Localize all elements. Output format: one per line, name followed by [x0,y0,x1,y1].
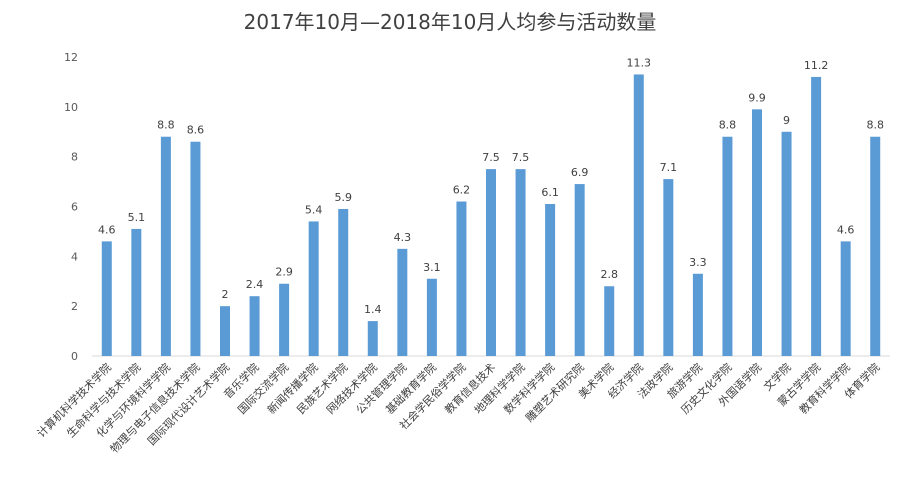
y-tick-label: 8 [71,151,78,164]
data-label: 9 [783,114,790,127]
bar [220,306,230,356]
data-label: 4.6 [98,223,116,236]
data-label: 11.3 [627,56,652,69]
bar [604,286,615,356]
data-label: 2.8 [600,268,618,281]
data-label: 5.9 [334,191,352,204]
bar [367,321,378,356]
bar [722,136,733,356]
bar [811,76,822,356]
data-label: 6.9 [571,166,589,179]
data-label: 6.2 [453,184,471,197]
bar [752,109,762,356]
data-label: 8.8 [866,119,884,132]
bar [456,201,467,356]
y-tick-label: 10 [64,101,78,114]
data-label: 7.5 [512,151,530,164]
y-tick-label: 0 [71,350,78,363]
bar [840,241,851,356]
bar [279,283,290,356]
bar [308,221,319,356]
bar [426,278,437,356]
bar [338,208,349,356]
y-tick-label: 2 [71,300,78,313]
data-label: 2.4 [246,278,264,291]
data-label: 3.1 [423,261,441,274]
bar [545,204,556,356]
data-label: 7.1 [660,161,678,174]
bar [781,131,792,356]
bar [160,136,171,356]
bar [131,228,142,356]
data-label: 5.4 [305,203,323,216]
y-tick-label: 12 [64,51,78,64]
data-label: 4.3 [394,231,412,244]
bar [249,296,260,356]
bar [190,141,201,356]
data-label: 1.4 [364,303,382,316]
bar [574,184,585,356]
data-label: 2 [222,288,229,301]
data-label: 2.9 [275,266,293,279]
y-tick-label: 6 [71,201,78,214]
y-tick-label: 4 [71,250,78,263]
data-label: 4.6 [837,223,855,236]
data-label: 6.1 [541,186,559,199]
bar [633,74,644,357]
data-label: 8.8 [719,119,737,132]
data-label: 11.2 [804,59,829,72]
data-label: 5.1 [128,211,146,224]
data-label: 7.5 [482,151,500,164]
bar [692,273,703,356]
data-label: 3.3 [689,256,707,269]
chart-title: 2017年10月—2018年10月人均参与活动数量 [243,10,657,34]
bar [101,241,112,356]
data-label: 9.9 [748,91,766,104]
bar [515,169,526,356]
bar [397,248,408,356]
data-label: 8.8 [157,119,175,132]
bar [663,179,674,356]
data-label: 8.6 [187,124,205,137]
bar [870,136,881,356]
bar [486,169,496,356]
